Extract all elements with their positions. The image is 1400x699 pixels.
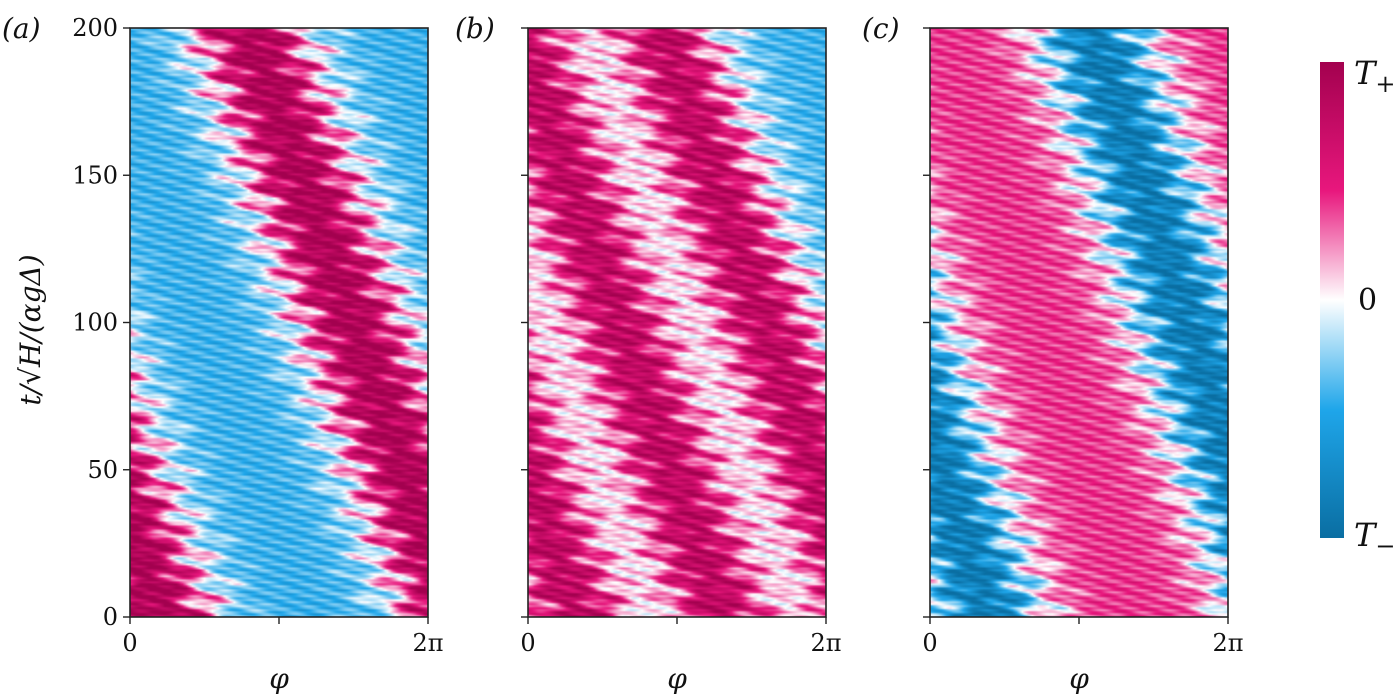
y-axis-label: t/√H/(αgΔ) — [14, 254, 47, 405]
y-ticks-b — [521, 27, 528, 618]
x-tick-label: 2π — [810, 629, 841, 657]
y-ticks-a: 0 50 100 150 200 — [72, 14, 130, 631]
colorbar-gradient — [1320, 62, 1344, 538]
panel-c: (c) 0 2π φ — [862, 12, 1244, 695]
colorbar-top-label: T+ — [1354, 54, 1395, 98]
x-tick-label: 2π — [1212, 629, 1243, 657]
x-axis-label-c: φ — [1069, 662, 1089, 694]
y-tick-label: 100 — [72, 309, 118, 337]
x-ticks-b: 0 2π — [520, 617, 842, 657]
heatmap-a — [130, 28, 428, 617]
colorbar-mid-label: 0 — [1358, 283, 1377, 318]
y-tick-label: 150 — [72, 161, 118, 189]
x-tick-label: 0 — [122, 629, 137, 657]
x-axis-label-a: φ — [269, 662, 289, 694]
y-tick-label: 0 — [103, 603, 118, 631]
x-tick-label: 0 — [520, 629, 535, 657]
y-tick-label: 50 — [87, 456, 118, 484]
heatmap-c — [930, 28, 1228, 617]
y-ticks-c — [923, 27, 930, 618]
x-ticks-c: 0 2π — [922, 617, 1244, 657]
panel-label-b: (b) — [455, 12, 495, 45]
x-ticks-a: 0 2π — [122, 617, 444, 657]
panel-a: (a) 0 50 100 150 200 0 2π φ t/√H/(αgΔ) — [2, 12, 444, 695]
heatmap-b — [528, 28, 826, 617]
panel-label-a: (a) — [2, 12, 41, 45]
colorbar-bottom-label: T− — [1354, 516, 1395, 560]
x-tick-label: 0 — [922, 629, 937, 657]
x-tick-label: 2π — [412, 629, 443, 657]
panel-label-c: (c) — [862, 12, 900, 45]
colorbar: T+ 0 T− — [1320, 54, 1395, 560]
panel-b: (b) 0 2π φ — [455, 12, 842, 695]
x-axis-label-b: φ — [667, 662, 687, 694]
y-tick-label: 200 — [72, 14, 118, 42]
